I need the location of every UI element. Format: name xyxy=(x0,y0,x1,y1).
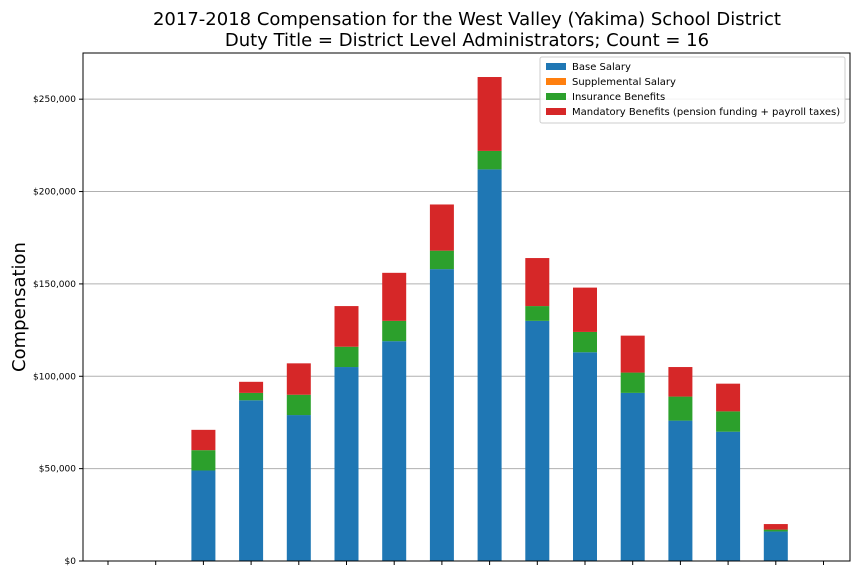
bar-segment xyxy=(620,392,645,561)
bar-segment xyxy=(239,392,264,401)
bar-segment xyxy=(525,306,550,321)
y-tick-label: $50,000 xyxy=(39,465,76,475)
bar-segment xyxy=(525,258,550,307)
bar-segment xyxy=(620,372,645,393)
bar-segment xyxy=(573,331,597,353)
bar-segment xyxy=(668,367,693,397)
bars xyxy=(191,77,788,562)
y-tick-label: $0 xyxy=(65,557,77,567)
legend-swatch xyxy=(546,108,566,115)
bar-segment xyxy=(763,529,788,532)
x-axis-ticks xyxy=(107,561,824,565)
y-tick-label: $250,000 xyxy=(33,95,76,105)
y-tick-label: $150,000 xyxy=(33,280,76,290)
bar-segment xyxy=(334,367,359,561)
bar-segment xyxy=(286,415,311,561)
bar-segment xyxy=(668,420,693,561)
bar-segment xyxy=(429,204,454,251)
chart-title: 2017-2018 Compensation for the West Vall… xyxy=(153,9,781,30)
bar-segment xyxy=(716,431,741,561)
legend-label: Mandatory Benefits (pension funding + pa… xyxy=(572,107,840,118)
legend-swatch xyxy=(546,93,566,100)
bar-segment xyxy=(620,335,645,373)
bar-segment xyxy=(191,450,216,471)
bar-segment xyxy=(525,320,550,561)
chart-subtitle: Duty Title = District Level Administrato… xyxy=(225,30,709,51)
bar-segment xyxy=(429,269,454,561)
y-tick-label: $100,000 xyxy=(33,372,76,382)
legend-label: Insurance Benefits xyxy=(572,92,665,103)
bar-segment xyxy=(382,272,407,321)
bar-segment xyxy=(286,363,311,395)
bar-segment xyxy=(382,320,407,342)
bar-segment xyxy=(382,341,407,561)
bar-segment xyxy=(573,352,597,561)
y-axis-label: Compensation xyxy=(9,242,30,372)
y-axis-ticks: $0 $50,000 $100,000 $150,000 $200,000 $250,00… xyxy=(33,95,83,567)
legend-label: Supplemental Salary xyxy=(572,77,676,88)
bar-segment xyxy=(286,394,311,416)
bar-segment xyxy=(239,381,264,393)
bar-segment xyxy=(573,287,597,332)
bar-segment xyxy=(477,150,502,170)
bar-segment xyxy=(477,169,502,562)
bar-segment xyxy=(334,346,359,368)
legend-box xyxy=(539,56,846,124)
legend-swatch xyxy=(546,78,566,85)
bar-segment xyxy=(763,524,788,530)
plot-frame xyxy=(82,52,851,562)
bar-segment xyxy=(191,470,216,561)
bar-segment xyxy=(716,383,741,412)
legend: Base Salary Supplemental Salary Insurance … xyxy=(539,56,846,124)
legend-label: Base Salary xyxy=(572,62,631,73)
bar-segment xyxy=(477,77,502,151)
y-tick-label: $200,000 xyxy=(33,188,76,198)
legend-swatch xyxy=(546,63,566,70)
bar-segment xyxy=(429,250,454,270)
bar-segment xyxy=(239,400,264,561)
bar-segment xyxy=(763,531,788,561)
bar-segment xyxy=(716,411,741,432)
bar-segment xyxy=(334,306,359,347)
bar-segment xyxy=(668,396,693,421)
bar-segment xyxy=(191,429,216,451)
